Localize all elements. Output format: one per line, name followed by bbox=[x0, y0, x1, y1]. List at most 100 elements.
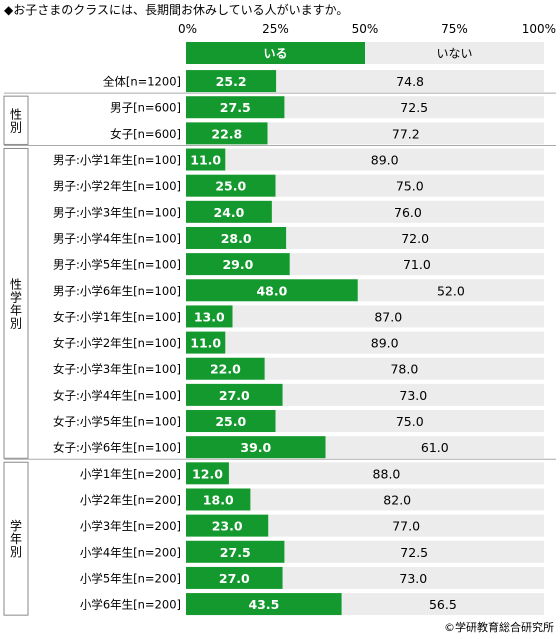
bar-segment-no bbox=[282, 566, 544, 589]
row-label: 女子:小学2年生[n=100] bbox=[53, 336, 181, 350]
data-label-no: 82.0 bbox=[383, 492, 411, 507]
bar-segment-no bbox=[250, 488, 544, 511]
bar-segment-yes bbox=[186, 200, 272, 223]
bar-segment-yes bbox=[186, 279, 358, 302]
bar-segment-no bbox=[289, 253, 544, 276]
data-label-no: 73.0 bbox=[399, 388, 427, 403]
legend-label-no: いない bbox=[436, 47, 472, 61]
row-label: 小学6年生[n=200] bbox=[80, 598, 181, 612]
bar-segment-yes bbox=[186, 514, 269, 537]
group-label: 性別 bbox=[10, 107, 22, 134]
data-label-yes: 25.0 bbox=[215, 179, 246, 194]
row-label: 男子:小学2年生[n=100] bbox=[53, 179, 181, 193]
bar-segment-no bbox=[225, 331, 544, 354]
bar-segment-no bbox=[228, 462, 544, 485]
row-label: 女子:小学6年生[n=100] bbox=[53, 441, 181, 455]
row-label: 女子:小学3年生[n=100] bbox=[53, 362, 181, 376]
row-label: 男子:小学5年生[n=100] bbox=[53, 258, 181, 272]
data-label-yes: 23.0 bbox=[212, 519, 243, 534]
group-label: 性学年別 bbox=[10, 277, 22, 330]
bar-segment-no bbox=[275, 410, 544, 433]
data-label-yes: 27.5 bbox=[220, 100, 251, 115]
bar-segment-yes bbox=[186, 436, 326, 459]
bar-segment-yes bbox=[186, 226, 287, 249]
row-label: 男子:小学6年生[n=100] bbox=[53, 284, 181, 298]
row-label: 女子:小学4年生[n=100] bbox=[53, 388, 181, 402]
data-label-yes: 22.0 bbox=[210, 362, 241, 377]
bar-segment-yes bbox=[186, 253, 290, 276]
bar-segment-no bbox=[232, 305, 545, 328]
data-label-no: 72.5 bbox=[400, 100, 428, 115]
row-label: 小学3年生[n=200] bbox=[80, 519, 181, 533]
bar-segment-yes bbox=[186, 70, 277, 93]
row-label: 小学1年生[n=200] bbox=[80, 467, 181, 481]
data-label-yes: 28.0 bbox=[221, 231, 252, 246]
data-label-yes: 11.0 bbox=[190, 336, 221, 351]
data-label-yes: 25.0 bbox=[215, 414, 246, 429]
data-label-no: 75.0 bbox=[396, 179, 424, 194]
data-label-no: 77.2 bbox=[392, 126, 420, 141]
data-label-yes: 11.0 bbox=[190, 153, 221, 168]
data-label-yes: 22.8 bbox=[211, 126, 242, 141]
row-label: 女子:小学5年生[n=100] bbox=[53, 415, 181, 429]
data-label-yes: 27.0 bbox=[219, 388, 250, 403]
bar-segment-yes bbox=[186, 122, 268, 145]
bar-segment-no bbox=[276, 70, 544, 93]
chart-title: ◆お子さまのクラスには、長期間お休みしている人がいますか。 bbox=[4, 3, 349, 17]
group-label: 学年別 bbox=[10, 518, 22, 559]
bar-segment-yes bbox=[186, 566, 283, 589]
data-label-yes: 48.0 bbox=[256, 283, 287, 298]
row-label: 男子:小学1年生[n=100] bbox=[53, 153, 181, 167]
bar-segment-yes bbox=[186, 305, 233, 328]
row-label: 男子[n=600] bbox=[110, 101, 181, 115]
bar-segment-yes bbox=[186, 383, 283, 406]
row-label: 男子:小学4年生[n=100] bbox=[53, 231, 181, 245]
data-label-no: 76.0 bbox=[394, 205, 422, 220]
data-label-no: 87.0 bbox=[374, 309, 402, 324]
x-tick-label: 50% bbox=[352, 22, 379, 36]
bar-segment-no bbox=[357, 279, 544, 302]
group-frame bbox=[3, 147, 29, 459]
data-label-yes: 29.0 bbox=[222, 257, 253, 272]
bar-segment-no bbox=[275, 174, 544, 197]
x-tick-label: 75% bbox=[441, 22, 468, 36]
data-label-yes: 27.0 bbox=[219, 571, 250, 586]
data-label-yes: 13.0 bbox=[194, 309, 225, 324]
x-tick-label: 100% bbox=[522, 22, 556, 36]
legend-bar-no bbox=[365, 42, 544, 64]
row-label: 小学5年生[n=200] bbox=[80, 571, 181, 585]
bar-segment-no bbox=[267, 122, 544, 145]
bar-segment-yes bbox=[186, 462, 229, 485]
data-label-yes: 12.0 bbox=[192, 466, 223, 481]
data-label-no: 61.0 bbox=[421, 440, 449, 455]
data-label-no: 77.0 bbox=[392, 519, 420, 534]
bar-segment-yes bbox=[186, 331, 226, 354]
legend-label-yes: いる bbox=[263, 47, 287, 61]
data-label-no: 72.5 bbox=[400, 545, 428, 560]
bar-segment-yes bbox=[186, 593, 342, 616]
row-label: 女子:小学1年生[n=100] bbox=[53, 310, 181, 324]
bar-segment-yes bbox=[186, 488, 251, 511]
data-label-no: 89.0 bbox=[371, 336, 399, 351]
row-label: 小学4年生[n=200] bbox=[80, 545, 181, 559]
row-label: 男子:小学3年生[n=100] bbox=[53, 205, 181, 219]
data-label-no: 71.0 bbox=[403, 257, 431, 272]
data-label-no: 72.0 bbox=[401, 231, 429, 246]
bar-segment-yes bbox=[186, 148, 226, 171]
bar-segment-no bbox=[282, 383, 544, 406]
bar-segment-no bbox=[225, 148, 544, 171]
row-label: 小学2年生[n=200] bbox=[80, 493, 181, 507]
data-label-yes: 24.0 bbox=[214, 205, 245, 220]
legend-bar-yes bbox=[186, 42, 365, 64]
bar-segment-yes bbox=[186, 540, 285, 563]
data-label-no: 52.0 bbox=[437, 283, 465, 298]
x-tick-label: 0% bbox=[178, 22, 197, 36]
bar-segment-no bbox=[284, 96, 544, 119]
bar-segment-yes bbox=[186, 357, 265, 380]
copyright-credit: ©学研教育総合研究所 bbox=[444, 621, 554, 634]
data-label-yes: 27.5 bbox=[220, 545, 251, 560]
data-label-no: 75.0 bbox=[396, 414, 424, 429]
bar-segment-yes bbox=[186, 410, 276, 433]
